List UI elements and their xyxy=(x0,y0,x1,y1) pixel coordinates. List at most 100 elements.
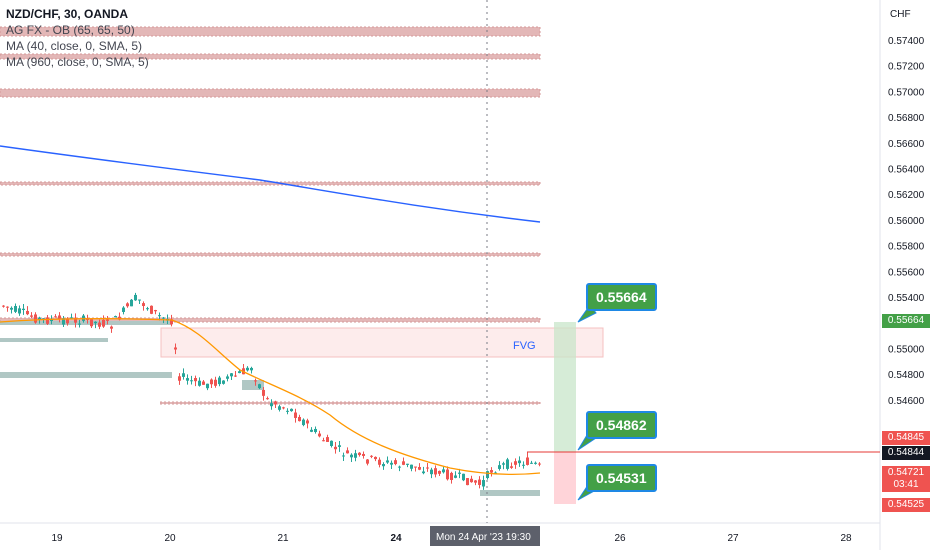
candle-body xyxy=(358,452,361,456)
price-tick-label: 0.56200 xyxy=(888,190,925,201)
candle-body xyxy=(50,319,53,322)
candle-body xyxy=(506,459,509,469)
target-callout[interactable]: 0.55664 xyxy=(586,283,657,311)
candle-body xyxy=(274,401,277,405)
target-zone[interactable] xyxy=(554,322,576,452)
candle-body xyxy=(30,315,33,317)
price-tick-label: 0.54800 xyxy=(888,370,925,381)
candle-body xyxy=(418,466,421,470)
bull-ob-zone xyxy=(242,380,264,390)
candle-body xyxy=(522,464,525,466)
candle-body xyxy=(18,308,21,314)
candle-body xyxy=(22,308,25,311)
candle-body xyxy=(110,326,113,329)
candle-body xyxy=(474,480,477,483)
candle-body xyxy=(254,380,257,382)
symbol-title[interactable]: NZD/CHF, 30, OANDA xyxy=(6,7,129,21)
stop-callout[interactable]: 0.54531 xyxy=(586,464,657,492)
candle-body xyxy=(310,429,313,432)
candle-body xyxy=(314,428,317,433)
price-axis[interactable]: 0.57400 0.57200 0.57000 0.56800 0.56600 0.564… xyxy=(888,36,925,407)
candle-body xyxy=(6,306,9,308)
candle-body xyxy=(198,380,201,386)
candle-body xyxy=(494,472,497,474)
candle-body xyxy=(230,373,233,377)
candle-body xyxy=(398,466,401,468)
candle-body xyxy=(154,310,157,312)
candle-body xyxy=(514,461,517,465)
indicator-ma960[interactable]: MA (960, close, 0, SMA, 5) xyxy=(6,55,149,69)
candle-body xyxy=(282,407,285,409)
price-tick-label: 0.55400 xyxy=(888,293,925,304)
stop-zone[interactable] xyxy=(554,452,576,504)
candle-body xyxy=(142,303,145,306)
indicator-ob[interactable]: AG FX - OB (65, 65, 50) xyxy=(6,23,135,37)
indicator-ma40[interactable]: MA (40, close, 0, SMA, 5) xyxy=(6,39,143,53)
last-price-tag: 0.54844 xyxy=(882,446,930,460)
candle-body xyxy=(374,456,377,460)
candle-body xyxy=(206,383,209,389)
candle-body xyxy=(266,398,269,400)
current-price: 0.54721 xyxy=(887,467,925,478)
time-tick-label: 21 xyxy=(277,533,289,544)
candle-body xyxy=(366,459,369,464)
candle-body xyxy=(406,463,409,465)
candle-body xyxy=(430,469,433,475)
fvg-box xyxy=(160,327,604,358)
bull-ob-zone xyxy=(0,372,172,378)
price-tick-label: 0.55800 xyxy=(888,242,925,253)
time-tick-label: 20 xyxy=(164,533,176,544)
candle-body xyxy=(26,310,29,315)
candle-body xyxy=(162,317,165,319)
candle-body xyxy=(226,376,229,379)
ob-zone xyxy=(159,401,541,405)
time-axis[interactable]: 19 20 21 24 26 27 28 xyxy=(51,533,852,544)
candle-body xyxy=(482,480,485,487)
candle-body xyxy=(510,466,513,468)
candle-body xyxy=(346,450,349,454)
candle-body xyxy=(210,379,213,385)
candle-body xyxy=(322,440,325,442)
candle-body xyxy=(34,314,37,323)
candle-body xyxy=(122,307,125,312)
time-tick-label: 24 xyxy=(390,533,402,544)
candle-body xyxy=(190,380,193,382)
candle-body xyxy=(294,412,297,418)
ob-zone xyxy=(0,26,541,37)
candle-body xyxy=(158,315,161,317)
bull-ob-zone xyxy=(0,321,172,325)
candle-body xyxy=(58,315,61,320)
price-tag-2: 0.54845 xyxy=(882,431,930,445)
candle-body xyxy=(246,367,249,371)
candle-body xyxy=(390,462,393,465)
entry-callout[interactable]: 0.54862 xyxy=(586,411,657,439)
candle-body xyxy=(214,379,217,386)
candle-body xyxy=(530,462,533,464)
candle-body xyxy=(502,463,505,465)
candle-body xyxy=(326,437,329,442)
candle-body xyxy=(46,317,49,324)
candle-body xyxy=(354,453,357,458)
candle-body xyxy=(250,367,253,371)
candle-body xyxy=(466,478,469,486)
candle-body xyxy=(70,317,73,319)
candle-body xyxy=(462,473,465,481)
bull-ob-zone xyxy=(0,338,108,342)
stop-price-tag: 0.54525 xyxy=(882,498,930,512)
candle-body xyxy=(238,371,241,374)
price-tick-label: 0.57400 xyxy=(888,36,925,47)
candle-body xyxy=(538,463,541,465)
candle-body xyxy=(478,479,481,485)
candle-body xyxy=(414,466,417,468)
candle-body xyxy=(94,321,97,324)
candle-body xyxy=(454,475,457,478)
candle-body xyxy=(62,318,65,325)
candle-body xyxy=(446,469,449,480)
candle-body xyxy=(438,470,441,474)
ob-zone xyxy=(0,181,541,186)
candle-body xyxy=(334,446,337,450)
candle-body xyxy=(338,445,341,447)
candle-body xyxy=(38,317,41,320)
candle-body xyxy=(134,294,137,301)
